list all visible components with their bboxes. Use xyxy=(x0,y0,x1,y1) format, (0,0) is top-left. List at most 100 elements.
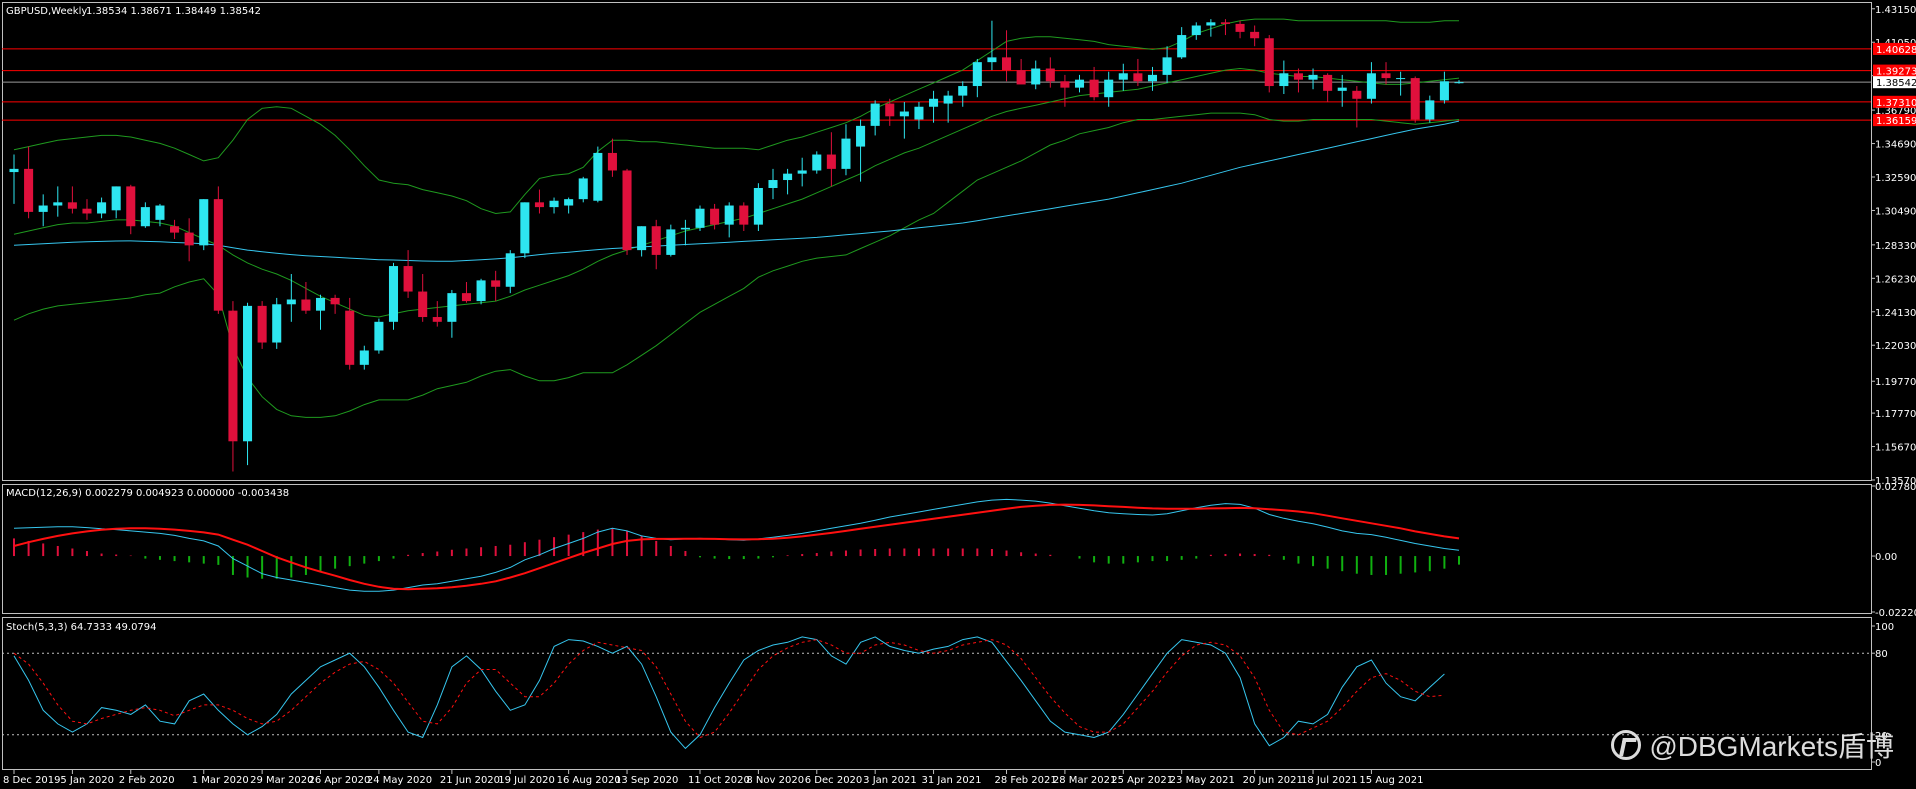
stoch-axis-label: 100 xyxy=(1875,622,1894,633)
macd-axis-label: -0.022201 xyxy=(1875,608,1916,619)
level-label-bg xyxy=(1873,95,1916,108)
macd-panel-frame xyxy=(2,484,1872,614)
candle-body xyxy=(1031,68,1041,85)
candle-body xyxy=(1425,100,1435,120)
candle-body xyxy=(710,208,720,225)
candle-body xyxy=(1337,87,1347,91)
candle-body xyxy=(170,226,180,233)
candle-body xyxy=(82,208,92,214)
candle-body xyxy=(1235,23,1245,32)
candle-body xyxy=(286,299,296,305)
x-axis-label: 21 Jun 2020 xyxy=(440,775,500,786)
candle-body xyxy=(651,226,661,255)
candle-body xyxy=(491,280,501,287)
x-axis-label: 8 Dec 2019 xyxy=(3,775,61,786)
current-price-label: 1.38542 xyxy=(1876,78,1916,89)
candle-body xyxy=(958,86,968,96)
candle-body xyxy=(301,299,311,311)
candle-body xyxy=(476,280,486,302)
macd-axis-label: 0.00 xyxy=(1875,552,1897,563)
candle-body xyxy=(753,187,763,225)
candle-body xyxy=(972,62,982,87)
candle-body xyxy=(199,199,209,246)
price-axis-label: 1.28330 xyxy=(1875,241,1916,252)
x-axis-label: 23 May 2021 xyxy=(1170,775,1235,786)
stoch-panel-label: Stoch(5,3,3) 64.7333 49.0794 xyxy=(6,622,157,633)
candle-body xyxy=(155,205,165,220)
candle-body xyxy=(1352,90,1362,99)
candle-body xyxy=(680,227,690,230)
candle-body xyxy=(914,106,924,120)
x-axis-label: 6 Dec 2020 xyxy=(805,775,863,786)
candle-body xyxy=(607,152,617,171)
price-axis-label: 1.19770 xyxy=(1875,377,1916,388)
x-axis-label: 8 Nov 2020 xyxy=(746,775,804,786)
brand-logo-icon xyxy=(1611,730,1642,760)
x-axis-label: 25 Apr 2021 xyxy=(1111,775,1173,786)
watermark-text: @DBGMarkets盾博 xyxy=(1649,731,1894,762)
candle-body xyxy=(724,205,734,225)
candle-body xyxy=(97,202,107,214)
candle-body xyxy=(1104,79,1114,98)
level-label-bg xyxy=(1873,114,1916,127)
candle-body xyxy=(534,202,544,208)
x-axis-label: 16 Aug 2020 xyxy=(557,775,621,786)
x-axis: 8 Dec 2019 5 Jan 2020 2 Feb 2020 1 Mar 2020… xyxy=(3,770,1423,786)
candle-body xyxy=(1396,78,1406,80)
price-panel-title: GBPUSD,Weekly xyxy=(6,6,87,17)
stoch-panel: 100 80 20 0 xyxy=(2,622,1894,769)
candle-body xyxy=(637,226,647,251)
candle-body xyxy=(447,293,457,322)
candle-body xyxy=(9,168,19,173)
candle-body xyxy=(461,293,471,302)
candle-body xyxy=(1074,79,1085,88)
macd-panel: 0.027803 0.00 -0.022201 xyxy=(13,482,1916,619)
candle-body xyxy=(213,199,223,311)
stoch-axis-label: 0 xyxy=(1875,758,1881,769)
price-axis-label: 1.36790 xyxy=(1875,106,1916,117)
candle-body xyxy=(1016,70,1026,85)
x-axis-label: 24 May 2020 xyxy=(367,775,432,786)
x-axis-label: 1 Mar 2020 xyxy=(192,775,249,786)
candle-body xyxy=(797,170,807,174)
candle-body xyxy=(1439,81,1449,101)
candle-body xyxy=(987,57,997,63)
level-label: 1.37310 xyxy=(1876,98,1916,109)
x-axis-label: 3 Jan 2021 xyxy=(863,775,917,786)
candle-body xyxy=(856,125,866,147)
candle-body xyxy=(359,350,369,365)
candle-body xyxy=(24,168,34,212)
candle-body xyxy=(1410,78,1420,120)
x-axis-label: 28 Mar 2021 xyxy=(1053,775,1116,786)
candle-body xyxy=(1089,79,1099,98)
candle-body xyxy=(1279,73,1289,87)
candle-body xyxy=(593,152,603,201)
moving-average-line xyxy=(13,120,1460,262)
bollinger-upper-line xyxy=(13,18,1459,215)
candle-body xyxy=(330,297,340,305)
level-label-bg xyxy=(1873,42,1916,55)
level-label: 1.39273 xyxy=(1876,67,1916,78)
candle-body xyxy=(1220,22,1230,24)
candle-body xyxy=(943,95,953,104)
candle-body xyxy=(505,253,515,287)
candle-body xyxy=(111,186,121,211)
price-axis-label: 1.15670 xyxy=(1875,443,1916,454)
price-axis-label: 1.32590 xyxy=(1875,173,1916,184)
candle-body xyxy=(345,310,355,365)
candle-body xyxy=(564,199,574,206)
candle-body xyxy=(432,317,442,322)
candle-body xyxy=(1308,74,1318,80)
x-axis-label: 11 Oct 2020 xyxy=(688,775,750,786)
candle-body xyxy=(1366,73,1376,99)
candle-body xyxy=(1133,73,1143,82)
candle-body xyxy=(783,173,793,181)
candle-body xyxy=(1293,73,1303,80)
candle-body xyxy=(520,202,530,254)
price-axis-label: 1.34690 xyxy=(1875,140,1916,151)
candle-body xyxy=(228,310,238,442)
candle-body xyxy=(184,232,194,246)
x-axis-label: 31 Jan 2021 xyxy=(922,775,982,786)
stoch-axis-label: 80 xyxy=(1875,649,1888,660)
